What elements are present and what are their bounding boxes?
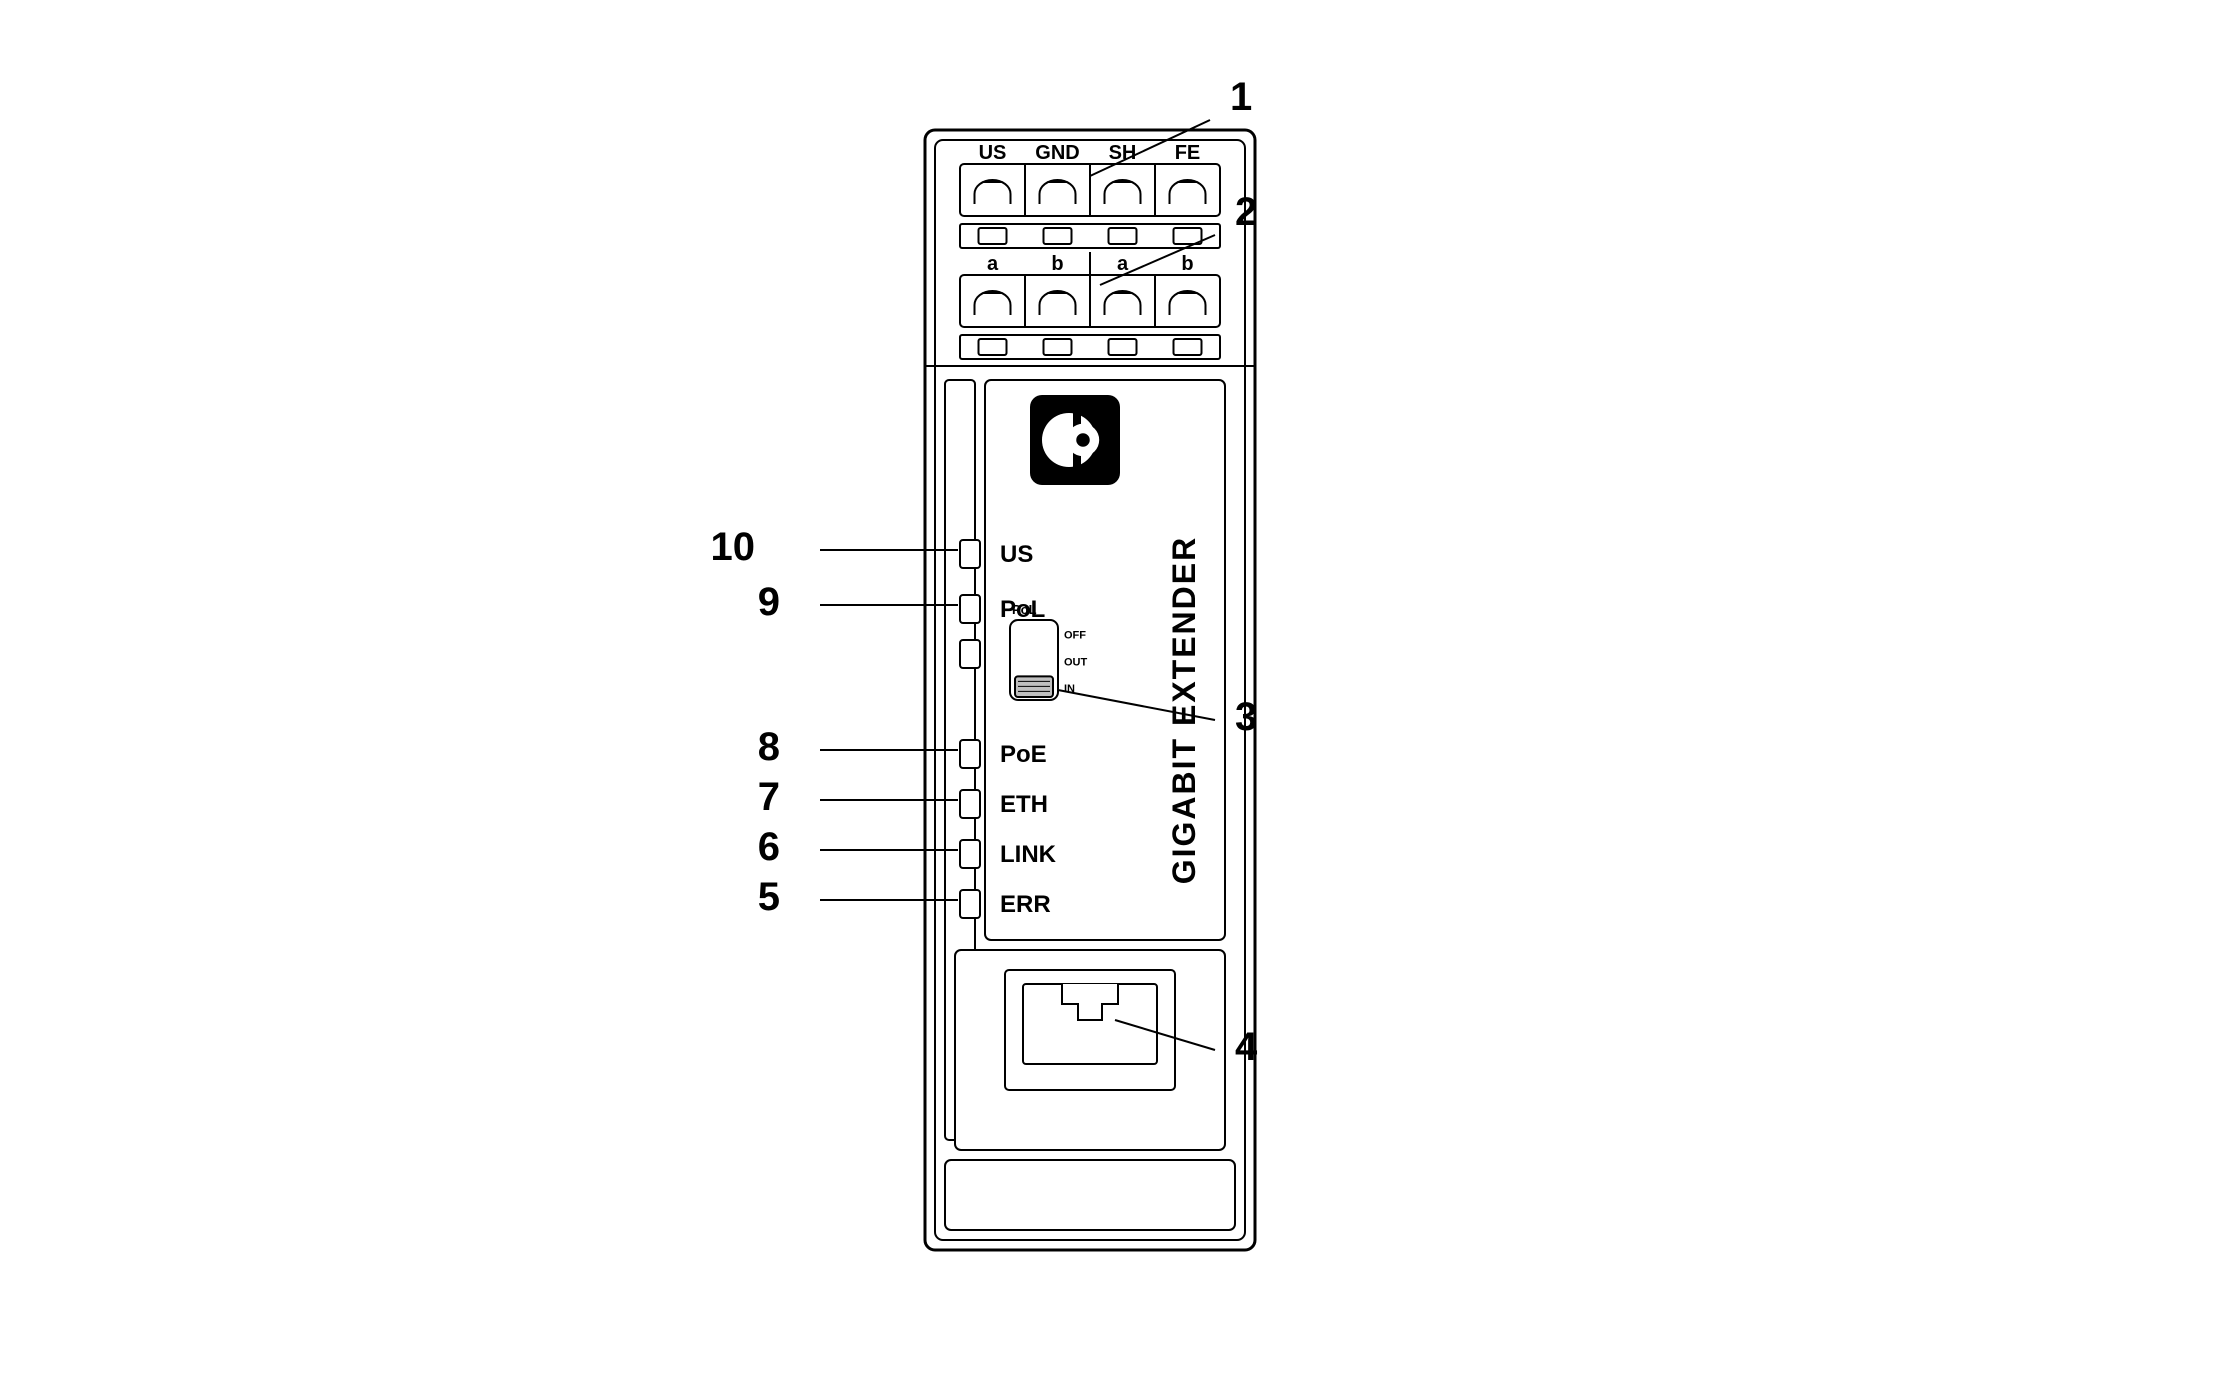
terminal-row-power-label-1: GND <box>1035 142 1079 164</box>
led-link-label: LINK <box>1000 841 1057 868</box>
callout-10-number: 10 <box>711 525 756 569</box>
led-poe: PoE <box>960 740 1047 768</box>
pol-switch-title: PoL <box>1012 602 1037 617</box>
callout-6-number: 6 <box>758 825 780 869</box>
terminal-row-line-label-1: b <box>1051 253 1063 275</box>
led-us-label: US <box>1000 541 1033 568</box>
led-spare <box>960 640 980 668</box>
callout-8-number: 8 <box>758 725 780 769</box>
callout-7-number: 7 <box>758 775 780 819</box>
pol-switch-opt-out: OUT <box>1064 656 1088 668</box>
pol-switch-opt-off: OFF <box>1064 630 1086 642</box>
led-poe-label: PoE <box>1000 741 1047 768</box>
device-title: GIGABIT EXTENDER <box>1166 536 1202 884</box>
callout-5-number: 5 <box>758 875 780 919</box>
led-eth: ETH <box>960 790 1048 818</box>
brand-logo <box>1030 395 1120 485</box>
callout-10: 10 <box>711 525 959 569</box>
callout-4-number: 4 <box>1235 1025 1258 1069</box>
terminal-row-line-label-3: b <box>1181 253 1193 275</box>
callout-9-number: 9 <box>758 580 780 624</box>
terminal-row-power-label-3: FE <box>1175 142 1201 164</box>
callout-2-number: 2 <box>1235 190 1257 234</box>
ethernet-port-area <box>945 950 1235 1230</box>
callout-1-number: 1 <box>1230 75 1252 119</box>
led-link: LINK <box>960 840 1057 868</box>
led-err: ERR <box>960 890 1051 918</box>
device-body: USGNDSHFEababGIGABIT EXTENDERUSPoLPoEETH… <box>925 130 1255 1250</box>
led-eth-label: ETH <box>1000 791 1048 818</box>
terminal-row-power-label-0: US <box>979 142 1007 164</box>
callout-3-number: 3 <box>1235 695 1257 739</box>
terminal-row-line-label-2: a <box>1117 253 1129 275</box>
led-err-label: ERR <box>1000 891 1051 918</box>
terminal-row-line-label-0: a <box>987 253 999 275</box>
